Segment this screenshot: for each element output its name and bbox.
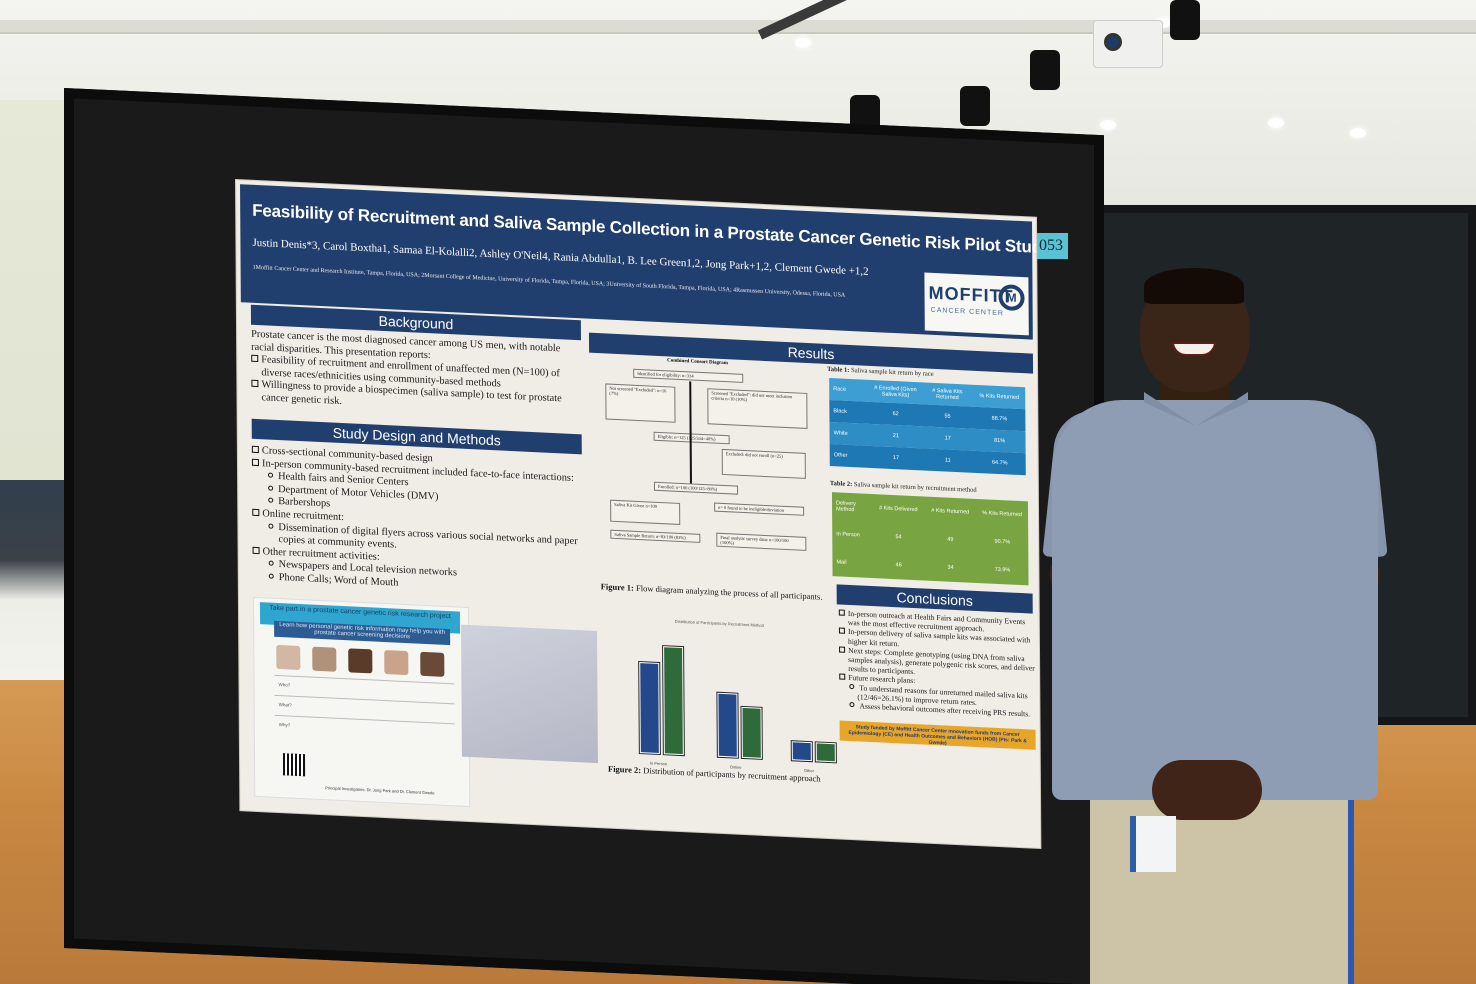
ceiling-light xyxy=(1155,18,1171,28)
methods-section: Cross-sectional community-based design I… xyxy=(251,445,583,599)
flow-screened-excluded: Screened "Excluded": did not meet inclus… xyxy=(707,388,808,429)
bar-in-person-series1 xyxy=(639,662,660,755)
logo-subtitle: CANCER CENTER xyxy=(930,306,1004,318)
bar-other-series1 xyxy=(791,741,812,762)
checkbox-bullet-icon xyxy=(252,508,260,517)
flow-ineligible: n= 0 found to be ineligible/deviation xyxy=(714,502,805,516)
circle-bullet-icon xyxy=(849,683,855,689)
circle-bullet-icon xyxy=(268,485,274,491)
research-poster: Feasibility of Recruitment and Saliva Sa… xyxy=(236,180,1041,848)
projector-lens xyxy=(1104,33,1122,51)
funding-banner: Study funded by Moffitt Cancer Center in… xyxy=(839,720,1036,750)
flow-connector xyxy=(689,381,692,484)
flow-kit-given: Saliva Kit Given n=100 xyxy=(610,499,681,525)
stage-light-fixture xyxy=(1170,0,1200,40)
bar-online-series1 xyxy=(717,692,738,758)
checkbox-bullet-icon xyxy=(838,609,845,616)
checkbox-bullet-icon xyxy=(251,380,259,388)
circle-bullet-icon xyxy=(849,701,855,708)
background-section: Prostate cancer is the most diagnosed ca… xyxy=(251,329,582,420)
flow-returned: Saliva Sample Return: n=83/100 (83%) xyxy=(610,529,701,543)
ceiling-light xyxy=(1350,128,1366,138)
projector xyxy=(1093,20,1163,68)
participant-photo xyxy=(312,646,337,672)
figure-1-caption: Figure 1: Flow diagram analyzing the pro… xyxy=(600,581,823,602)
bar-online-series2 xyxy=(741,706,762,759)
circle-bullet-icon xyxy=(268,560,274,567)
checkbox-bullet-icon xyxy=(251,445,259,454)
gray-polo-shirt xyxy=(1052,400,1378,800)
circle-bullet-icon xyxy=(268,523,274,529)
moffitt-m-icon: M xyxy=(998,283,1025,312)
participant-photo xyxy=(384,650,409,676)
stage-light-fixture xyxy=(1030,50,1060,90)
bar-in-person-series2 xyxy=(663,646,684,756)
booth-number-tag: 053 xyxy=(1034,233,1068,259)
flow-identified: Identified for eligibility: n=334 xyxy=(633,368,744,383)
participant-photo xyxy=(348,648,373,674)
checkbox-bullet-icon xyxy=(252,546,260,554)
flyer-info-rows: Who? What? Why? xyxy=(274,674,455,744)
recruitment-flyer: Take part in a prostate cancer genetic r… xyxy=(252,596,471,808)
table-2-delivery: Delivery Method # Kits Delivered # Kits … xyxy=(831,492,1029,586)
bar-other-series2 xyxy=(815,742,836,763)
flow-not-screened: Not screened "Excluded": n=16 (7%) xyxy=(605,383,676,423)
saliva-kit-photo xyxy=(461,624,598,764)
checkbox-bullet-icon xyxy=(838,627,845,635)
flow-final: Final analytic survey data: n=100/100 (1… xyxy=(716,532,807,551)
table-2-caption: Table 2: Saliva sample kit return by rec… xyxy=(829,480,977,494)
qr-code-icon xyxy=(282,753,306,777)
ceiling-beam xyxy=(0,20,1476,34)
participant-photo xyxy=(420,651,445,677)
ceiling-light xyxy=(1268,118,1284,128)
recruitment-bar-chart: Distribution of Participants by Recruitm… xyxy=(605,615,840,776)
circle-bullet-icon xyxy=(268,472,274,478)
circle-bullet-icon xyxy=(268,497,274,504)
presenter xyxy=(1040,260,1400,984)
checkbox-bullet-icon xyxy=(251,354,259,363)
consort-diagram-title: Combined Consort Diagram xyxy=(667,358,728,367)
ceiling-light xyxy=(795,38,811,48)
ceiling-light xyxy=(1100,120,1116,130)
background-attendees xyxy=(0,480,68,680)
results-heading: Results xyxy=(588,332,1034,374)
checkbox-bullet-icon xyxy=(839,673,846,681)
checkbox-bullet-icon xyxy=(839,646,846,653)
flyer-footer: Principal Investigators: Dr. Jong Park a… xyxy=(325,785,435,796)
table-1-race: Race # Enrolled (Given Saliva Kits) # Sa… xyxy=(829,377,1026,476)
flow-enrolled: Enrolled: n=100 (100/125=80%) xyxy=(653,481,739,495)
participant-photo xyxy=(276,644,301,671)
flow-excluded: Excluded: did not enroll (n=25) xyxy=(721,448,806,479)
checkbox-bullet-icon xyxy=(251,458,259,466)
clasped-hands xyxy=(1152,760,1262,820)
circle-bullet-icon xyxy=(268,573,274,579)
hair xyxy=(1144,268,1244,304)
conclusions-section: In-person outreach at Health Fairs and C… xyxy=(838,608,1036,719)
stage-light-fixture xyxy=(960,86,990,126)
lanyard xyxy=(1348,790,1354,984)
chart-title: Distribution of Participants by Recruitm… xyxy=(674,618,764,628)
id-badge xyxy=(1130,816,1176,872)
moffitt-logo: MOFFITT CANCER CENTER M xyxy=(924,272,1029,336)
